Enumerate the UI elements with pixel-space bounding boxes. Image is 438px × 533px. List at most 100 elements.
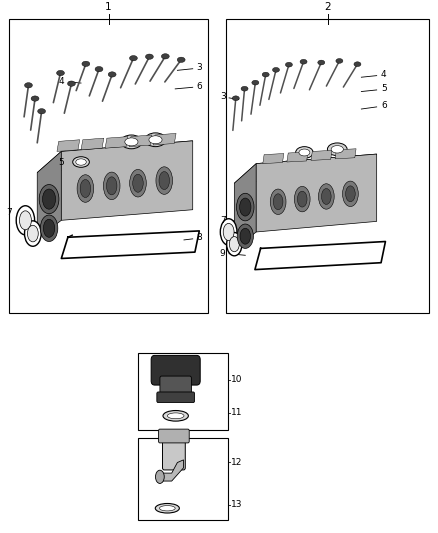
Ellipse shape (121, 135, 142, 149)
Ellipse shape (40, 215, 58, 241)
Text: 13: 13 (231, 500, 243, 510)
Ellipse shape (232, 96, 239, 101)
FancyBboxPatch shape (151, 356, 200, 385)
Polygon shape (57, 140, 80, 151)
Polygon shape (81, 138, 104, 150)
Ellipse shape (223, 223, 234, 240)
Ellipse shape (327, 143, 347, 156)
Ellipse shape (286, 62, 293, 67)
Ellipse shape (230, 237, 239, 252)
Polygon shape (287, 152, 308, 162)
FancyBboxPatch shape (162, 434, 185, 470)
Ellipse shape (237, 224, 253, 248)
Text: 3: 3 (220, 92, 226, 101)
Text: 11: 11 (231, 408, 243, 417)
Ellipse shape (155, 470, 164, 483)
FancyBboxPatch shape (159, 429, 189, 443)
Ellipse shape (318, 60, 325, 65)
Ellipse shape (177, 57, 185, 62)
Ellipse shape (57, 70, 64, 76)
Ellipse shape (161, 54, 169, 59)
Ellipse shape (163, 410, 188, 421)
Ellipse shape (167, 413, 184, 419)
Ellipse shape (130, 55, 138, 61)
Bar (226, 19, 429, 313)
Text: 1: 1 (105, 2, 112, 12)
Text: 5: 5 (59, 158, 64, 166)
Ellipse shape (155, 504, 180, 513)
Polygon shape (256, 154, 377, 232)
Ellipse shape (300, 59, 307, 64)
Ellipse shape (343, 181, 358, 206)
Ellipse shape (318, 184, 334, 209)
Ellipse shape (77, 175, 94, 203)
Ellipse shape (106, 177, 117, 195)
Ellipse shape (25, 83, 32, 88)
Polygon shape (335, 149, 356, 159)
Ellipse shape (73, 157, 89, 167)
Text: 2: 2 (324, 2, 331, 12)
FancyBboxPatch shape (160, 376, 191, 399)
Polygon shape (105, 136, 128, 148)
Text: 7: 7 (7, 208, 12, 217)
Ellipse shape (82, 61, 90, 67)
Ellipse shape (294, 187, 310, 212)
Text: 6: 6 (196, 82, 202, 91)
Ellipse shape (220, 219, 237, 245)
Text: 6: 6 (381, 101, 387, 110)
Polygon shape (263, 154, 284, 164)
Ellipse shape (270, 189, 286, 214)
Polygon shape (234, 164, 256, 249)
Ellipse shape (241, 86, 248, 91)
Ellipse shape (321, 189, 331, 205)
Ellipse shape (133, 174, 143, 192)
Text: 7: 7 (220, 216, 226, 225)
Ellipse shape (331, 146, 343, 153)
Bar (9, 19, 208, 313)
Ellipse shape (297, 191, 307, 207)
Ellipse shape (145, 133, 166, 147)
Polygon shape (129, 135, 152, 147)
Text: 5: 5 (381, 84, 387, 93)
Ellipse shape (237, 193, 254, 221)
Ellipse shape (67, 81, 75, 86)
Ellipse shape (80, 180, 91, 198)
Ellipse shape (149, 136, 162, 144)
Ellipse shape (252, 80, 259, 85)
Ellipse shape (299, 149, 310, 156)
Ellipse shape (240, 228, 251, 244)
Text: 4: 4 (381, 70, 387, 79)
Ellipse shape (227, 232, 242, 256)
Ellipse shape (25, 221, 41, 246)
Ellipse shape (336, 59, 343, 63)
Ellipse shape (354, 62, 361, 67)
Ellipse shape (38, 109, 46, 114)
Polygon shape (311, 150, 332, 160)
Ellipse shape (19, 211, 32, 230)
Ellipse shape (262, 72, 269, 77)
Ellipse shape (159, 506, 175, 511)
Ellipse shape (346, 186, 355, 202)
Bar (138, 353, 228, 430)
Ellipse shape (156, 167, 173, 195)
Ellipse shape (16, 206, 35, 235)
Ellipse shape (273, 194, 283, 209)
Text: 9: 9 (220, 249, 226, 258)
Ellipse shape (39, 184, 59, 214)
Polygon shape (37, 141, 193, 173)
Ellipse shape (159, 172, 170, 190)
Text: 3: 3 (196, 63, 202, 72)
Polygon shape (161, 460, 184, 481)
Ellipse shape (272, 68, 279, 72)
Ellipse shape (145, 54, 153, 59)
Ellipse shape (130, 169, 146, 197)
Ellipse shape (42, 189, 56, 209)
Ellipse shape (103, 172, 120, 200)
Text: 10: 10 (231, 375, 243, 384)
Ellipse shape (28, 225, 38, 242)
Ellipse shape (95, 67, 103, 72)
Polygon shape (37, 151, 61, 239)
Text: 4: 4 (59, 77, 64, 86)
FancyBboxPatch shape (157, 392, 194, 402)
Ellipse shape (76, 159, 86, 165)
